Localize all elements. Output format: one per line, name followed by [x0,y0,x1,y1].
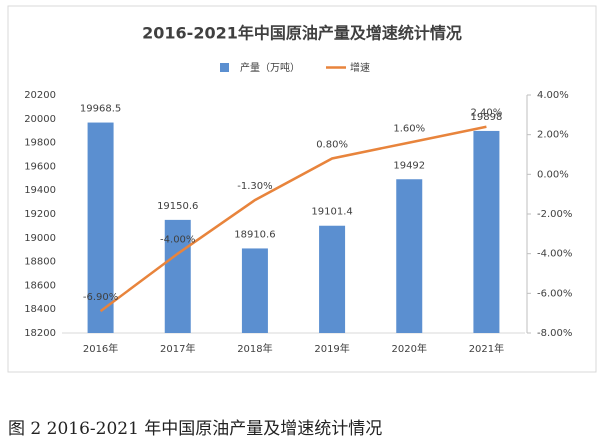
y2-tick-label: -2.00% [537,209,572,220]
bar-value-label: 19150.6 [157,201,198,212]
y-tick-label: 18800 [24,257,56,268]
y-tick-label: 20200 [24,90,56,101]
line-value-label: 1.60% [393,124,425,135]
y2-tick-label: 0.00% [537,169,569,180]
bar-value-label: 18910.6 [234,229,275,240]
bar-value-label: 19968.5 [80,104,121,115]
bar [164,219,191,333]
y2-tick-label: 4.00% [537,90,569,101]
x-tick-label: 2020年 [392,342,427,355]
bar [241,248,268,333]
x-tick-label: 2016年 [83,342,118,355]
bar [319,225,346,333]
legend-label: 产量（万吨） [240,61,300,74]
line-value-label: 0.80% [316,139,348,150]
caption: 图 2 2016-2021 年中国原油产量及增速统计情况 [8,419,383,439]
y-tick-label: 19000 [24,233,56,244]
bar [396,179,423,333]
x-tick-label: 2019年 [314,342,349,355]
line-value-label: -1.30% [237,181,272,192]
y2-tick-label: -4.00% [537,249,572,260]
bar-value-label: 19492 [393,160,425,171]
y2-tick-label: 2.00% [537,130,569,141]
legend-label: 增速 [350,61,370,74]
y-tick-label: 19600 [24,161,56,172]
bar-value-label: 19898 [471,112,503,123]
x-tick-label: 2017年 [160,342,195,355]
y-tick-label: 18200 [24,328,56,339]
y-tick-label: 19400 [24,185,56,196]
line [99,125,487,313]
line-value-label: -4.00% [160,235,195,246]
chart: 2016-2021年中国原油产量及增速统计情况 18200 18400 18600 1… [7,5,597,373]
y-tick-label: 18400 [24,304,56,315]
line-value-label: -6.90% [83,292,118,303]
chart-title: 2016-2021年中国原油产量及增速统计情况 [142,24,462,43]
bar [87,122,114,334]
legend-swatch [220,63,229,72]
y-tick-label: 19800 [24,138,56,149]
y-tick-label: 18600 [24,280,56,291]
bar [473,130,500,333]
y2-tick-label: -8.00% [537,328,572,339]
y-tick-label: 20000 [24,114,56,125]
y2-tick-label: -6.00% [537,288,572,299]
bar-value-label: 19101.4 [311,207,352,218]
x-tick-label: 2021年 [469,342,504,355]
y-tick-label: 19200 [24,209,56,220]
x-tick-label: 2018年 [237,342,272,355]
line-value-label: 2.40% [471,108,503,119]
